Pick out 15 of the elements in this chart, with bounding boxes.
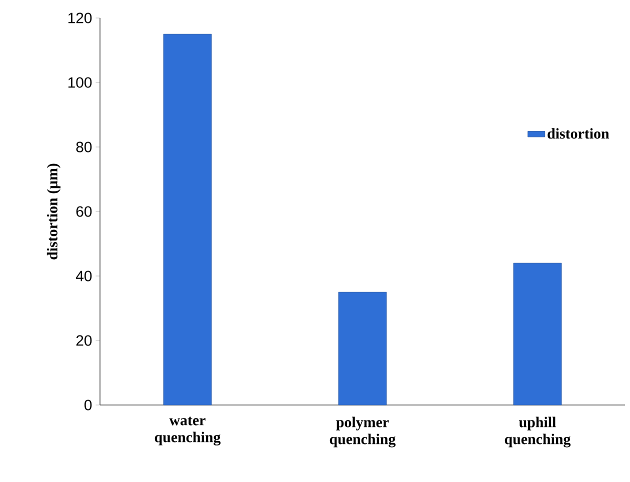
y-tick-label: 20 <box>76 335 92 346</box>
y-axis-title: distortion (μm) <box>46 164 60 260</box>
bar <box>163 34 212 406</box>
x-tick-label: water quenching <box>154 416 221 446</box>
y-tick-label: 80 <box>76 142 92 152</box>
y-tick-label: 100 <box>68 77 92 88</box>
bar <box>513 262 562 406</box>
y-tick-label: 40 <box>76 270 92 282</box>
y-tick-label: 60 <box>76 206 92 217</box>
x-tick-label: polymer quenching <box>330 416 396 448</box>
legend-label: distortion <box>548 128 610 139</box>
y-tick-label: 120 <box>68 12 92 24</box>
x-tick-label: uphill quenching <box>504 416 571 448</box>
bar <box>338 292 387 406</box>
y-tick-label: 0 <box>84 400 92 410</box>
